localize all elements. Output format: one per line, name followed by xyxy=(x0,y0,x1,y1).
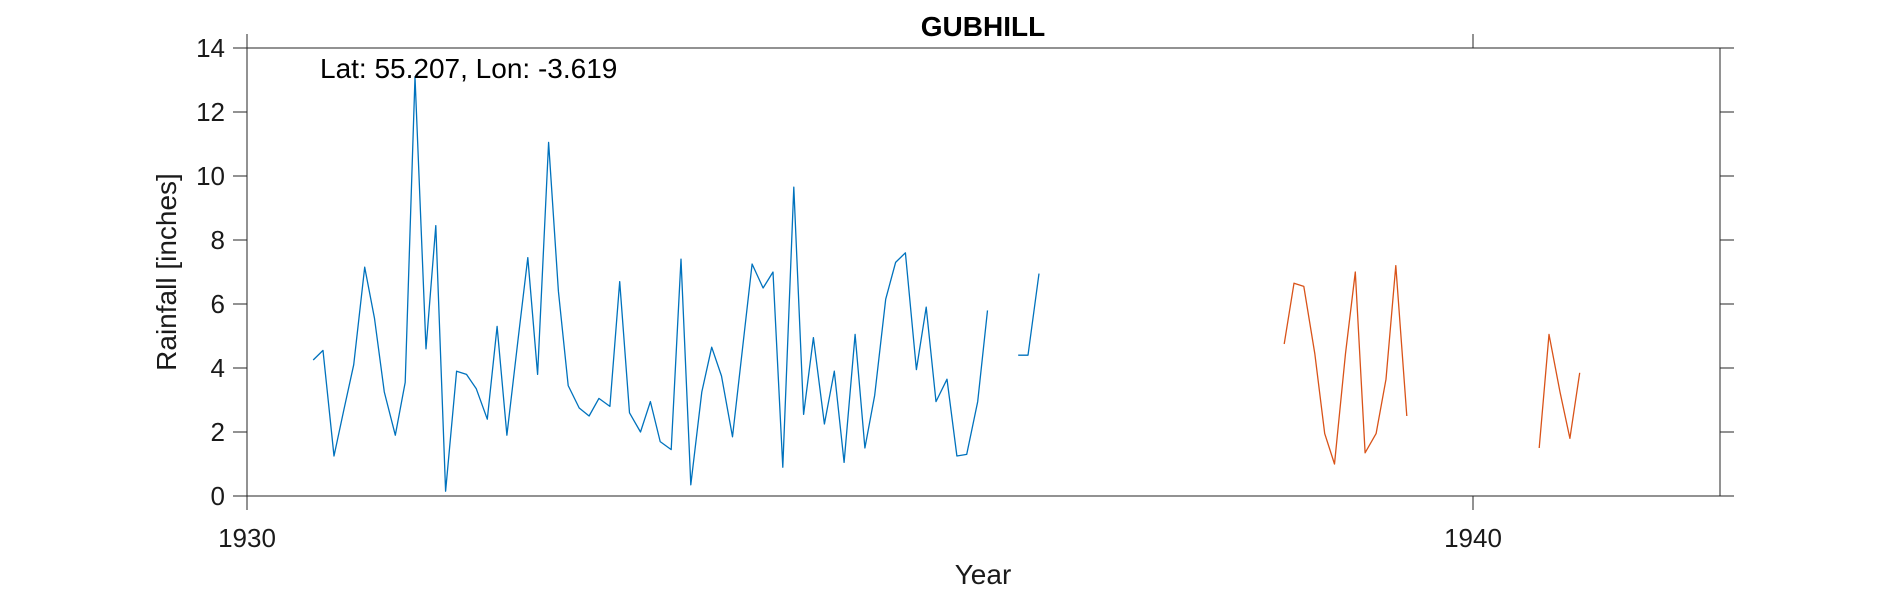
y-tick-label: 6 xyxy=(211,289,225,319)
station-coordinates-annotation: Lat: 55.207, Lon: -3.619 xyxy=(320,53,617,84)
series-lines xyxy=(312,76,1581,492)
series-2-line xyxy=(1538,333,1581,449)
y-tick-label: 12 xyxy=(196,97,225,127)
y-tick-label: 4 xyxy=(211,353,225,383)
series-2-line xyxy=(1283,264,1408,465)
series-1-line xyxy=(312,76,989,492)
series-1-line xyxy=(1018,273,1040,356)
plot-area xyxy=(246,47,1721,497)
y-tick-label: 10 xyxy=(196,161,225,191)
chart-title: GUBHILL xyxy=(921,11,1045,42)
x-tick-label: 1940 xyxy=(1444,523,1502,553)
axis-ticks: 0 2 4 6 8 10 12 14 1930 1940 xyxy=(196,33,1734,553)
y-tick-label: 2 xyxy=(211,417,225,447)
y-tick-label: 0 xyxy=(211,481,225,511)
x-axis-label: Year xyxy=(955,559,1012,590)
y-tick-label: 14 xyxy=(196,33,225,63)
y-tick-label: 8 xyxy=(211,225,225,255)
y-axis-label: Rainfall [inches] xyxy=(151,173,182,371)
x-tick-label: 1930 xyxy=(218,523,276,553)
